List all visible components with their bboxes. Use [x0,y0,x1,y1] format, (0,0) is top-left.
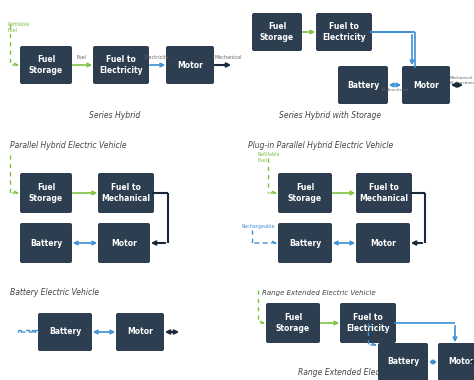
Text: Mechanical: Mechanical [450,76,473,80]
Text: Fuel: Fuel [77,55,87,60]
FancyBboxPatch shape [356,223,410,263]
Text: Range Extended Electric Vehicle: Range Extended Electric Vehicle [262,290,375,296]
Text: Motor: Motor [111,239,137,247]
Text: Fuel to
Electricity: Fuel to Electricity [322,22,366,42]
Text: Fuel
Storage: Fuel Storage [260,22,294,42]
FancyBboxPatch shape [252,13,302,51]
Text: Fuel to
Mechanical: Fuel to Mechanical [101,183,151,203]
Text: Battery: Battery [347,81,379,90]
FancyBboxPatch shape [166,46,214,84]
Text: Parallel Hybrid Electric Vehicle: Parallel Hybrid Electric Vehicle [10,141,127,150]
Text: Series Hybrid with Storage: Series Hybrid with Storage [279,111,381,120]
FancyBboxPatch shape [98,223,150,263]
FancyBboxPatch shape [20,223,72,263]
FancyBboxPatch shape [356,173,412,213]
Text: Battery: Battery [49,328,81,337]
FancyBboxPatch shape [20,46,72,84]
FancyBboxPatch shape [93,46,149,84]
Text: Rechargeable: Rechargeable [242,224,275,229]
Text: Motor: Motor [448,358,474,366]
FancyBboxPatch shape [378,343,428,380]
Text: Bi-directional: Bi-directional [382,88,409,92]
Text: Refillable
Fuel: Refillable Fuel [8,22,30,33]
Text: Motor: Motor [127,328,153,337]
Text: Mechanical: Mechanical [215,55,243,60]
Text: Fuel to
Electricity: Fuel to Electricity [99,55,143,75]
FancyBboxPatch shape [316,13,372,51]
FancyBboxPatch shape [116,313,164,351]
Text: Battery Electric Vehicle: Battery Electric Vehicle [10,288,99,297]
FancyBboxPatch shape [438,343,474,380]
Text: Range Extended Electric Vehicle: Range Extended Electric Vehicle [298,368,422,377]
FancyBboxPatch shape [266,303,320,343]
FancyBboxPatch shape [98,173,154,213]
Text: Fuel
Storage: Fuel Storage [29,183,63,203]
Text: Battery: Battery [387,358,419,366]
Text: Fuel to
Mechanical: Fuel to Mechanical [359,183,409,203]
Text: Motor: Motor [177,60,203,70]
FancyBboxPatch shape [402,66,450,104]
Text: Battery: Battery [289,239,321,247]
FancyBboxPatch shape [340,303,396,343]
Text: Refillable
Fuel: Refillable Fuel [258,152,281,163]
Text: Fuel to
Electricity: Fuel to Electricity [346,313,390,333]
FancyBboxPatch shape [278,223,332,263]
Text: Battery: Battery [30,239,62,247]
Text: Bi-directional: Bi-directional [450,81,474,85]
Text: Motor: Motor [413,81,439,90]
Text: Electricity: Electricity [145,55,169,60]
FancyBboxPatch shape [338,66,388,104]
FancyBboxPatch shape [278,173,332,213]
Text: Motor: Motor [370,239,396,247]
Text: Fuel
Storage: Fuel Storage [29,55,63,75]
Text: Plug-in Parallel Hybrid Electric Vehicle: Plug-in Parallel Hybrid Electric Vehicle [248,141,393,150]
Text: Fuel
Storage: Fuel Storage [276,313,310,333]
Text: Fuel
Storage: Fuel Storage [288,183,322,203]
FancyBboxPatch shape [20,173,72,213]
FancyBboxPatch shape [38,313,92,351]
Text: Series Hybrid: Series Hybrid [90,111,141,120]
